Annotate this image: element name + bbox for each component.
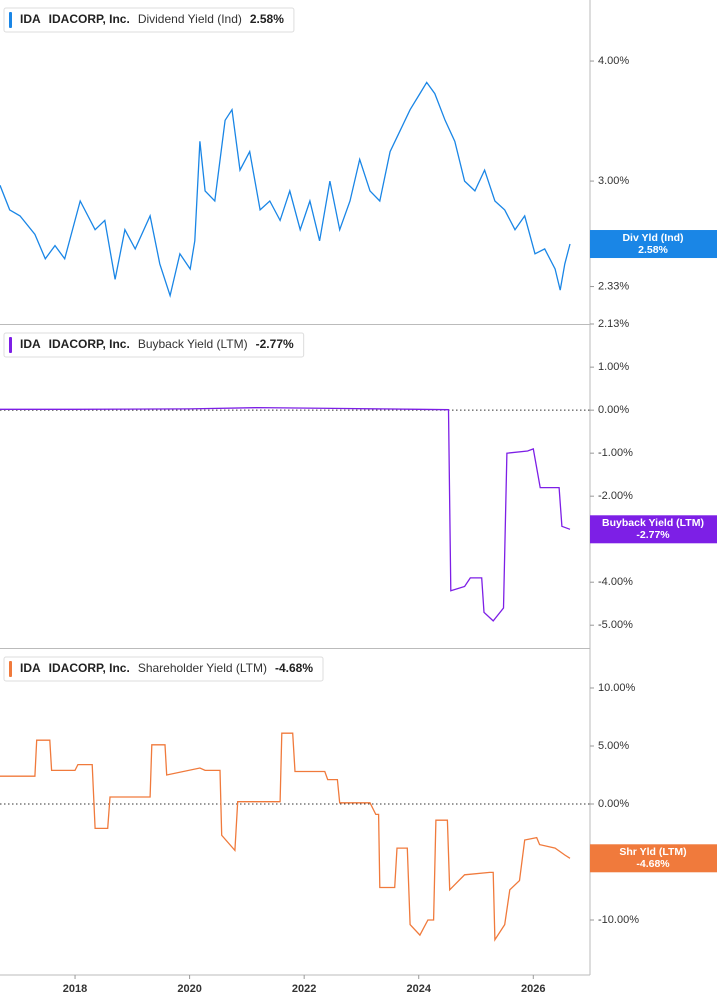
y-tick-label: -2.00% (598, 490, 633, 502)
header-company: IDACORP, Inc. (49, 337, 130, 351)
y-tick-label: -4.00% (598, 576, 633, 588)
legend-swatch (9, 12, 12, 28)
y-tick-label: -1.00% (598, 447, 633, 459)
badge-value: -2.77% (636, 529, 670, 541)
y-tick-label: 0.00% (598, 404, 629, 416)
y-tick-label: 3.00% (598, 175, 629, 187)
value-badge (590, 844, 717, 873)
header-last-value: 2.58% (250, 12, 284, 26)
y-tick-label: 2.13% (598, 318, 629, 330)
series-line (0, 81, 571, 299)
header-metric: Shareholder Yield (LTM) (138, 661, 267, 675)
x-tick-label: 2026 (521, 983, 545, 995)
y-tick-label: 5.00% (598, 740, 629, 752)
badge-value: -4.68% (636, 858, 670, 870)
legend-header: IDA IDACORP, Inc. Shareholder Yield (LTM) -… (3, 656, 324, 682)
y-tick-label: 10.00% (598, 682, 636, 694)
legend-header: IDA IDACORP, Inc. Dividend Yield (Ind) 2.58… (3, 7, 295, 33)
header-ticker: IDA (20, 661, 41, 675)
header-box (3, 332, 305, 358)
legend-swatch (9, 337, 12, 353)
y-tick-label: 4.00% (598, 55, 629, 67)
series-line (0, 732, 571, 942)
badge-label: Div Yld (Ind) (622, 232, 683, 244)
badge-value: 2.58% (638, 244, 668, 256)
header-last-value: -4.68% (275, 661, 313, 675)
series-line (0, 406, 571, 622)
x-tick-label: 2024 (406, 983, 431, 995)
value-badge (590, 230, 717, 259)
header-box (3, 656, 324, 682)
y-tick-label: 1.00% (598, 361, 629, 373)
y-tick-label: -10.00% (598, 914, 639, 926)
header-company: IDACORP, Inc. (49, 661, 130, 675)
x-tick-label: 2022 (292, 983, 316, 995)
header-company: IDACORP, Inc. (49, 12, 130, 26)
legend-header: IDA IDACORP, Inc. Buyback Yield (LTM) -2.77… (3, 332, 305, 358)
legend-swatch (9, 661, 12, 677)
badge-label: Shr Yld (LTM) (619, 846, 686, 858)
header-box (3, 7, 295, 33)
x-tick-label: 2020 (177, 983, 201, 995)
header-ticker: IDA (20, 12, 41, 26)
header-last-value: -2.77% (256, 337, 294, 351)
y-tick-label: 2.33% (598, 280, 629, 292)
header-ticker: IDA (20, 337, 41, 351)
x-tick-label: 2018 (63, 983, 87, 995)
header-metric: Dividend Yield (Ind) (138, 12, 242, 26)
badge-label: Buyback Yield (LTM) (602, 517, 704, 529)
header-metric: Buyback Yield (LTM) (138, 337, 248, 351)
y-tick-label: -5.00% (598, 619, 633, 631)
value-badge (590, 515, 717, 544)
y-tick-label: 0.00% (598, 798, 629, 810)
